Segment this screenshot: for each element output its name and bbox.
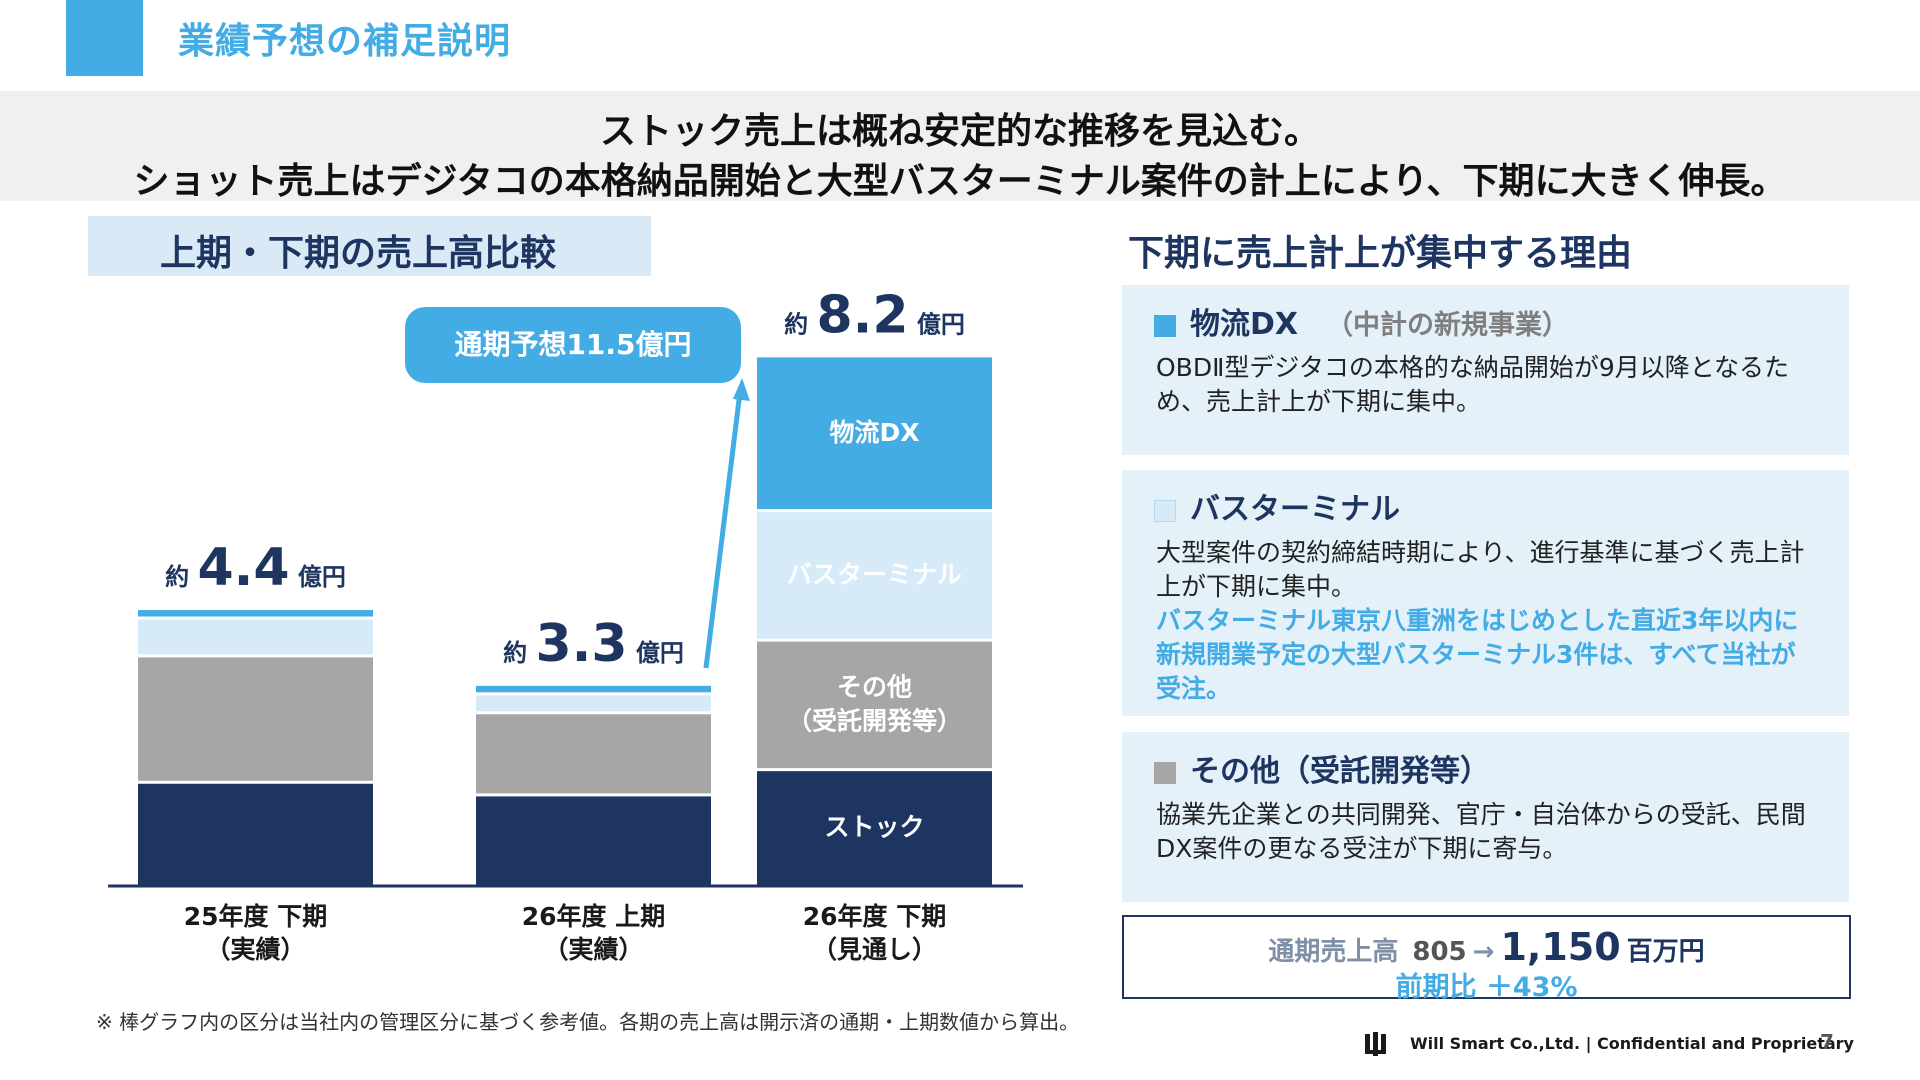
reason-highlight: バスターミナル東京八重洲をはじめとした直近3年以内に新規開業予定の大型バスターミ… xyxy=(1156,606,1799,703)
bar-total-label: 約 3.3 億円 xyxy=(503,614,684,674)
headline-line-2: ショット売上はデジタコの本格納品開始と大型バスターミナル案件の計上により、下期に… xyxy=(133,161,1787,202)
headline-band xyxy=(0,91,1920,201)
x-category-label: 25年度 下期 xyxy=(184,902,328,931)
x-category-label: 26年度 下期 xyxy=(803,902,947,931)
bar-segment xyxy=(476,685,711,693)
bar-segment xyxy=(757,641,992,769)
footnote: ※ 棒グラフ内の区分は当社内の管理区分に基づく参考値。各期の売上高は開示済の通期… xyxy=(96,1010,1080,1034)
reason-panel-other: その他（受託開発等） 協業先企業との共同開発、官庁・自治体からの受託、民間DX案… xyxy=(1122,732,1849,902)
reason-body: 協業先企業との共同開発、官庁・自治体からの受託、民間DX案件の更なる受注が下期に… xyxy=(1156,800,1806,863)
summary-label: 通期売上高 xyxy=(1268,937,1399,967)
reason-subtitle: （中計の新規事業） xyxy=(1326,310,1570,341)
summary-row: 通期売上高 805 → 1,150 百万円 xyxy=(1124,925,1849,969)
bar-segment-label: バスターミナル xyxy=(787,560,962,589)
bar-total-label: 約 8.2 億円 xyxy=(784,285,965,345)
bar-segment xyxy=(138,619,373,655)
annual-sales-summary: 通期売上高 805 → 1,150 百万円 前期比 ＋43% xyxy=(1122,915,1851,1003)
bar-segment xyxy=(476,695,711,712)
footer-company: Will Smart Co.,Ltd. | Confidential and P… xyxy=(1410,1034,1854,1053)
bar-segment xyxy=(476,714,711,794)
x-category-label: （実績） xyxy=(205,935,305,964)
summary-to: 1,150 xyxy=(1500,925,1621,969)
reason-body: 大型案件の契約締結時期により、進行基準に基づく売上計上が下期に集中。 xyxy=(1156,538,1805,601)
bar-segment xyxy=(138,783,373,885)
annual-forecast-callout: 通期予想11.5億円 xyxy=(405,307,741,383)
summary-from: 805 xyxy=(1412,937,1467,967)
growth-arrow xyxy=(703,391,743,669)
headline-line-1: ストック売上は概ね安定的な推移を見込む。 xyxy=(599,111,1320,152)
bar-segment xyxy=(757,357,992,510)
bar-segment-label: その他 xyxy=(837,672,912,701)
bar-segment xyxy=(757,771,992,885)
chart-label-box xyxy=(88,216,651,276)
reasons-title: 下期に売上計上が集中する理由 xyxy=(1128,233,1633,274)
summary-unit: 百万円 xyxy=(1626,937,1705,967)
bar-segment-label: ストック xyxy=(824,813,924,842)
reason-title: 物流DX （中計の新規事業） xyxy=(1190,307,1570,342)
bar-segment xyxy=(476,796,711,885)
bar-total-label: 約 4.4 億円 xyxy=(165,538,346,598)
other-square-icon xyxy=(1154,762,1176,784)
bar-segment-label: 物流DX xyxy=(829,418,919,447)
bar-segment xyxy=(138,657,373,781)
bar-segment-label: （受託開発等） xyxy=(787,706,962,735)
page-number: 7 xyxy=(1820,1030,1834,1054)
arrow-head-icon xyxy=(733,378,750,401)
x-category-label: 26年度 上期 xyxy=(522,902,666,931)
bus-terminal-square-icon xyxy=(1154,500,1176,522)
arrow-right-icon: → xyxy=(1472,937,1495,967)
company-logo-icon xyxy=(1365,1032,1386,1056)
x-category-label: （実績） xyxy=(543,935,643,964)
bar-segment xyxy=(138,610,373,617)
reason-title: バスターミナル xyxy=(1190,492,1400,527)
logistics-dx-square-icon xyxy=(1154,315,1176,337)
page-title: 業績予想の補足説明 xyxy=(178,21,512,62)
reason-title: その他（受託開発等） xyxy=(1190,754,1490,789)
summary-growth: 前期比 ＋43% xyxy=(1395,972,1578,1003)
reason-panel-logistics-dx: 物流DX （中計の新規事業） OBDⅡ型デジタコの本格的な納品開始が9月以降となる… xyxy=(1122,285,1849,455)
reason-body: OBDⅡ型デジタコの本格的な納品開始が9月以降となるため、売上計上が下期に集中。 xyxy=(1156,353,1790,416)
reason-panel-bus-terminal: バスターミナル 大型案件の契約締結時期により、進行基準に基づく売上計上が下期に集… xyxy=(1122,470,1849,716)
reason-body-wrapper: 大型案件の契約締結時期により、進行基準に基づく売上計上が下期に集中。 バスターミ… xyxy=(1156,536,1819,706)
title-accent-block xyxy=(66,0,143,76)
x-category-label: （見通し） xyxy=(812,935,937,964)
bar-segment xyxy=(757,512,992,639)
chart-section-label: 上期・下期の売上高比較 xyxy=(160,233,557,274)
